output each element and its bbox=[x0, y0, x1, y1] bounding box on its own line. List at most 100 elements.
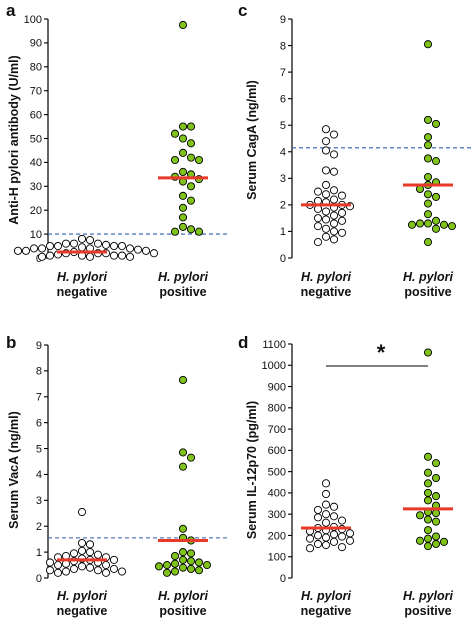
panel-d-positive-point bbox=[423, 348, 433, 357]
panel-a-y-tick-label: 80 bbox=[30, 62, 42, 74]
panel-c-category-negative-line2: negative bbox=[301, 285, 352, 299]
panel-c-negative-point bbox=[313, 238, 323, 247]
panel-a-negative-point bbox=[93, 239, 103, 248]
panel-c-negative-point bbox=[313, 214, 323, 223]
panel-c-negative-point bbox=[321, 146, 331, 155]
panel-a-positive-point bbox=[178, 20, 188, 30]
panel-c-negative-point bbox=[321, 232, 331, 241]
panel-d-negative-point bbox=[313, 531, 323, 540]
panel-d-y-tick-label: 600 bbox=[268, 445, 286, 457]
panel-b-category-negative-line2: negative bbox=[57, 604, 108, 618]
panel-c-y-tick-label: 0 bbox=[280, 253, 286, 265]
panel-c-category-negative-line1: H. pylori bbox=[301, 270, 352, 284]
panel-d-category-negative-line1: H. pylori bbox=[301, 589, 352, 603]
panel-a-negative-point bbox=[125, 244, 135, 253]
panel-a-negative-point bbox=[21, 246, 31, 255]
panel-a-y-tick-label: 70 bbox=[30, 86, 42, 98]
panel-a-y-tick-label: 40 bbox=[30, 157, 42, 169]
panel-d-negative-point bbox=[313, 539, 323, 549]
panel-c-negative-point bbox=[329, 150, 339, 159]
panel-c-y-tick-label: 9 bbox=[280, 14, 286, 26]
panel-d-positive-point bbox=[415, 511, 425, 520]
panel-b-y-tick-label: 8 bbox=[36, 366, 42, 378]
panel-c-y-tick-label: 8 bbox=[280, 40, 286, 52]
panel-a-positive-point bbox=[194, 227, 204, 236]
panel-b-y-tick-label: 7 bbox=[36, 392, 42, 404]
panel-a-negative-point bbox=[45, 251, 55, 260]
panel-c-category-positive-line2: positive bbox=[404, 285, 451, 299]
panel-d-negative-point bbox=[321, 500, 331, 509]
panel-d-negative-point bbox=[313, 513, 323, 522]
panel-a-negative-point bbox=[13, 246, 23, 255]
panel-d-negative-point bbox=[329, 512, 339, 521]
panel-a-negative-point bbox=[37, 244, 47, 253]
panel-a-positive-point bbox=[178, 203, 188, 212]
panel-c: c Serum CagA (ng/ml) H. pylori negative … bbox=[238, 1, 454, 299]
panel-a-negative-point bbox=[85, 236, 95, 245]
panel-a-negative-point bbox=[109, 251, 119, 260]
panel-c-positive-point bbox=[423, 238, 433, 247]
panel-c-positive-point bbox=[431, 192, 441, 201]
panel-d-negative-point bbox=[329, 530, 339, 539]
panel-a-positive-point bbox=[178, 191, 188, 200]
panel-b-positive-point bbox=[186, 564, 196, 573]
panel-d-category-negative-line2: negative bbox=[301, 604, 352, 618]
panel-d-y-tick-label: 1100 bbox=[262, 339, 286, 351]
panel-b-positive-point bbox=[186, 453, 196, 462]
panel-d-y-tick-label: 800 bbox=[268, 403, 286, 415]
panel-a-negative-point bbox=[77, 234, 87, 243]
panel-c-negative-point bbox=[329, 219, 339, 228]
panel-a-y-tick-label: 100 bbox=[24, 14, 42, 26]
panel-d-negative-point bbox=[345, 536, 355, 545]
panel-b-positive-point bbox=[178, 555, 188, 564]
panel-a-negative-point bbox=[109, 241, 119, 251]
panel-a-y-tick-label: 30 bbox=[30, 181, 42, 193]
panel-d-positive-point bbox=[423, 542, 433, 551]
panel-a-negative-point bbox=[101, 240, 111, 249]
panel-a-positive-point bbox=[178, 222, 188, 231]
panel-c-positive-point bbox=[423, 154, 433, 163]
panel-b-y-tick-label: 1 bbox=[36, 547, 42, 559]
panel-b-negative-point bbox=[93, 566, 103, 575]
panel-d-letter: d bbox=[238, 333, 248, 352]
panel-c-positive-point bbox=[423, 210, 433, 219]
panel-d-y-tick-label: 900 bbox=[268, 381, 286, 393]
panel-b-category-negative-line1: H. pylori bbox=[57, 589, 108, 603]
panel-a-positive-point bbox=[170, 155, 180, 165]
panel-c-negative-point bbox=[313, 187, 323, 196]
panel-b-negative-point bbox=[101, 568, 111, 577]
panel-c-y-tick-label: 6 bbox=[280, 93, 286, 105]
panel-c-positive-point bbox=[423, 141, 433, 150]
panel-a-positive-point bbox=[178, 167, 188, 177]
panel-c-positive-point bbox=[431, 119, 441, 128]
panel-c-negative-point bbox=[321, 190, 331, 199]
panel-c-negative-point bbox=[329, 167, 339, 176]
panel-c-negative-point bbox=[321, 215, 331, 224]
panel-b-positive-point bbox=[178, 548, 188, 557]
panel-a-category-positive-line2: positive bbox=[159, 285, 206, 299]
panel-b-negative-point bbox=[109, 555, 119, 564]
panel-c-negative-point bbox=[329, 211, 339, 220]
panel-b-y-tick-label: 2 bbox=[36, 521, 42, 533]
panel-d-negative-point bbox=[321, 518, 331, 527]
panel-c-y-tick-label: 3 bbox=[280, 173, 286, 185]
panel-b-negative-point bbox=[77, 546, 87, 555]
panel-d-negative-point bbox=[337, 516, 347, 525]
panel-c-positive-point bbox=[431, 157, 441, 166]
panel-a-negative-point bbox=[125, 252, 135, 261]
panel-c-positive-point bbox=[423, 199, 433, 208]
panel-d-y-tick-label: 200 bbox=[268, 530, 286, 542]
panel-d-y-tick-label: 700 bbox=[268, 424, 286, 436]
panel-c-positive-point bbox=[431, 224, 441, 233]
panel-c-category-positive-line1: H. pylori bbox=[403, 270, 454, 284]
panel-a-y-tick-label: 50 bbox=[30, 133, 42, 145]
panel-a-positive-point bbox=[186, 182, 196, 191]
panel-b-positive-point bbox=[178, 524, 188, 533]
panel-b-positive-point bbox=[194, 566, 204, 575]
panel-c-negative-point bbox=[321, 137, 331, 146]
panel-b-negative-point bbox=[53, 568, 63, 577]
panel-c-negative-point bbox=[321, 207, 331, 216]
panel-d-negative-point bbox=[329, 537, 339, 546]
panel-b-negative-point bbox=[61, 567, 71, 576]
panel-d-positive-point bbox=[431, 492, 441, 501]
